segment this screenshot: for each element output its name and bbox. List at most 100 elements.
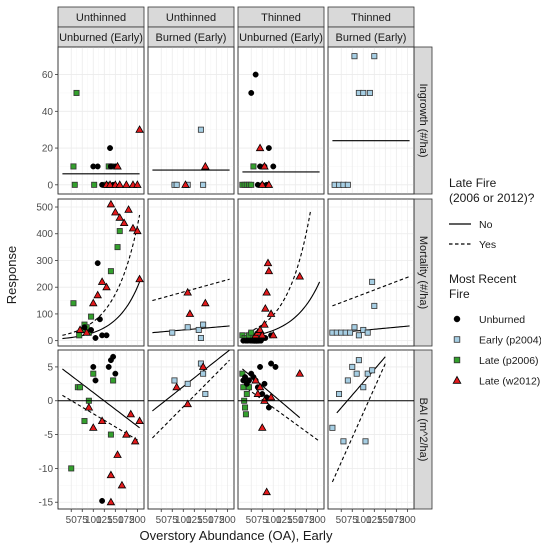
point-0-0-3 [91,181,98,188]
legend-fire-title-2: (2006 or 2012)? [449,191,535,205]
point-1-0-6 [88,313,95,320]
point-1-0-21 [97,277,107,285]
point-1-0-24 [111,207,120,216]
x-tick-label-1-1: 75 [167,515,179,526]
point-1-0-20 [93,290,102,299]
fit-line-no-2-0-0 [62,368,140,429]
point-1-0-17 [75,325,85,333]
point-0-0-21 [133,180,142,188]
point-2-1-0 [171,377,178,384]
point-1-0-12 [92,335,99,341]
point-1-3-8 [364,329,371,336]
point-2-3-8 [362,438,369,445]
y-tick-label-2-2: -5 [44,430,53,441]
point-2-3-10 [369,367,376,374]
point-2-3-4 [349,363,356,370]
point-0-2-4 [248,181,255,188]
legend-recent-swatch-2 [453,356,461,364]
point-0-3-6 [360,89,367,96]
strip-top-label-3: Thinned [351,12,391,24]
point-0-2-15 [255,143,265,152]
strip-bottom-label-0: Unburned (Early) [59,32,143,44]
panel-border [57,349,145,510]
point-0-1-6 [201,161,210,170]
x-tick-label-1-0: 50 [156,515,168,526]
point-1-2-25 [262,287,271,296]
point-2-3-1 [336,390,343,397]
x-tick-label-3-0: 50 [336,515,348,526]
point-2-0-14 [112,370,119,377]
point-0-0-18 [115,180,125,188]
legend-recent-label-0: Unburned [479,314,525,326]
legend-fire-title-1: Late Fire [449,176,497,190]
point-2-0-16 [88,423,98,431]
x-tick-label-0-0: 50 [66,515,78,526]
point-1-2-22 [257,330,267,339]
point-2-0-6 [107,431,114,438]
point-1-0-14 [96,316,103,323]
point-1-0-1 [76,332,83,339]
y-tick-label-1-5: 500 [36,203,53,214]
point-2-0-13 [110,353,117,360]
x-tick-label-2-2: 100 [265,515,282,526]
legend-fire-label-1: Yes [479,239,496,251]
point-2-3-5 [353,370,360,377]
y-tick-label-0-2: 40 [42,107,54,118]
legend-recent-title-1: Most Recent [449,272,517,286]
point-0-1-3 [197,126,204,133]
y-tick-label-1-1: 100 [36,309,53,320]
point-2-2-25 [255,382,265,391]
x-tick-label-3-1: 75 [347,515,359,526]
x-tick-label-2-0: 50 [246,515,258,526]
point-2-0-25 [135,416,144,425]
x-tick-label-1-2: 100 [175,515,192,526]
point-1-2-4 [248,329,255,336]
legend-recent-swatch-3 [452,375,462,384]
point-1-1-3 [197,334,204,341]
point-1-0-19 [88,298,98,307]
point-2-0-3 [81,418,88,425]
point-1-2-21 [255,325,265,333]
panel-border [237,349,325,510]
point-1-0-29 [133,226,142,235]
strip-row-label-0: Ingrowth (#/ha) [417,84,429,158]
x-tick-label-3-5: 175 [388,515,405,526]
point-0-0-17 [113,161,122,170]
point-2-0-23 [126,409,136,418]
point-1-1-4 [200,321,207,328]
x-tick-label-2-6: 200 [309,515,326,526]
point-1-2-27 [264,266,274,275]
point-2-0-5 [90,370,97,377]
point-2-0-0 [68,465,75,472]
point-0-2-14 [270,163,277,170]
x-tick-label-2-4: 150 [287,515,304,526]
legend-recent-label-1: Early (p2004) [479,335,541,347]
point-1-0-28 [128,223,138,232]
point-2-0-10 [99,497,106,504]
x-tick-label-0-2: 100 [85,515,102,526]
panel-border [237,198,325,347]
point-0-2-16 [257,180,267,188]
point-2-2-24 [253,389,263,397]
strip-row-label-1: Mortality (#/ha) [417,236,429,309]
point-2-2-9 [242,374,249,381]
point-2-2-4 [242,411,249,418]
panel-0-2 [237,46,325,195]
point-0-0-1 [73,89,80,96]
point-0-2-6 [248,89,255,96]
point-2-0-9 [92,377,99,384]
x-tick-label-1-6: 200 [219,515,236,526]
point-2-1-1 [184,380,191,387]
point-2-0-17 [97,416,107,425]
y-tick-label-1-3: 300 [36,256,53,267]
x-tick-label-3-3: 125 [366,515,383,526]
x-tick-label-3-6: 200 [399,515,416,526]
point-1-0-16 [103,332,110,339]
point-0-2-13 [265,145,272,152]
point-0-3-4 [351,53,358,60]
point-0-3-3 [344,181,351,188]
point-2-2-22 [272,363,279,370]
point-2-0-8 [90,363,97,370]
point-2-2-20 [265,404,272,411]
